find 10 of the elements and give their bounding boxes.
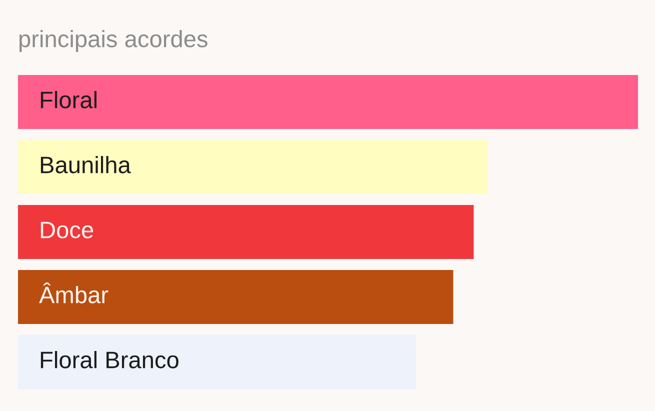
bar [18,75,638,129]
y-tick-label: Doce [40,222,94,238]
bar [18,270,454,324]
y-tick-label: Baunilha [40,156,131,174]
y-tick-label: Âmbar [39,282,108,304]
bar [18,140,488,194]
y-tick-label: Floral [40,90,96,108]
y-tick-label: Floral Branco [40,350,178,368]
bar [18,205,474,259]
chart-title: principais acordes [20,30,208,52]
